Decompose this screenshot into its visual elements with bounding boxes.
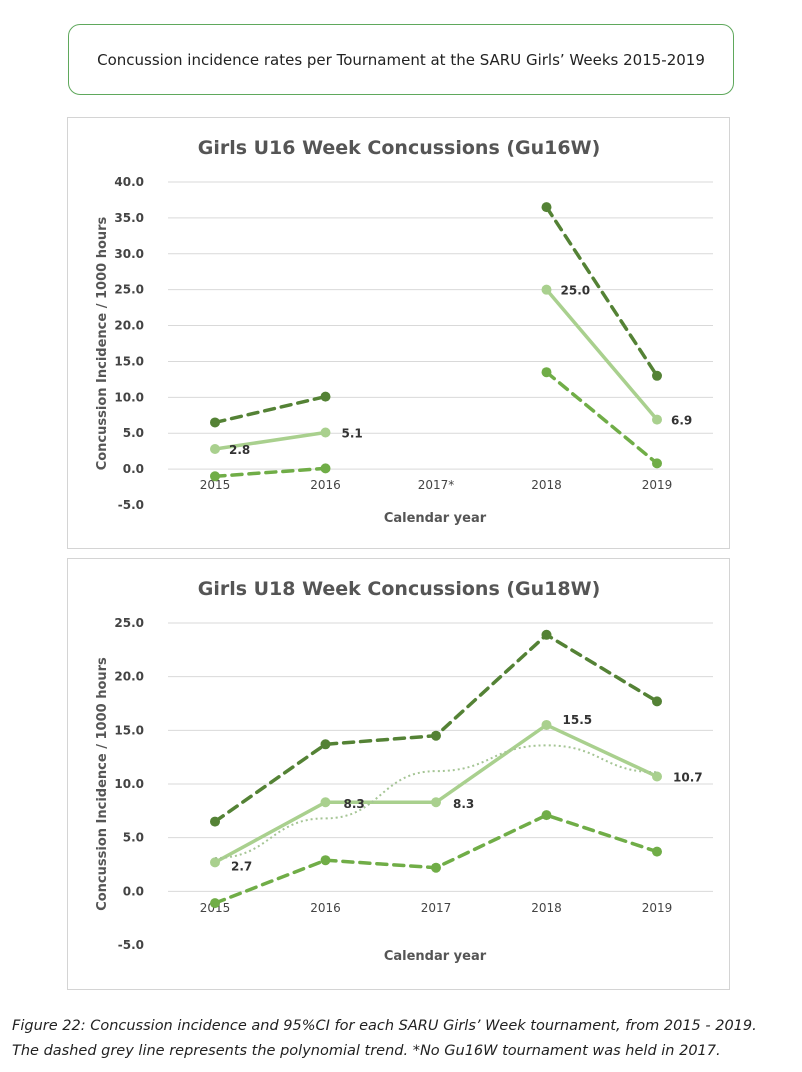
x-tick-label: 2017* (418, 478, 455, 492)
ci-point (541, 629, 552, 640)
data-label: 8.3 (344, 797, 365, 811)
y-tick-label: -5.0 (118, 498, 144, 512)
ci-point (210, 816, 220, 827)
x-tick-label: 2019 (642, 901, 673, 915)
x-tick-label: 2019 (642, 478, 673, 492)
caption-line-1: Figure 22: Concussion incidence and 95%C… (12, 1014, 797, 1039)
x-tick-label: 2016 (310, 478, 341, 492)
y-tick-label: 0.0 (123, 462, 144, 476)
y-axis-title: Concussion Incidence / 1000 hours (95, 657, 110, 911)
y-tick-label: 20.0 (114, 319, 144, 333)
figure-header-box: Concussion incidence rates per Tournamen… (68, 24, 734, 95)
ci-point (320, 463, 331, 474)
incidence-line (213, 722, 659, 865)
incidence-line (213, 430, 328, 451)
ci-line (213, 813, 659, 905)
ci-point (431, 730, 441, 741)
ci-point (320, 391, 331, 402)
caption-figure-label: Figure 22: (12, 1018, 86, 1034)
chart-title: Girls U16 Week Concussions (Gu16W) (198, 137, 601, 159)
y-tick-label: 10.0 (114, 777, 144, 791)
incidence-point (320, 427, 331, 438)
ci-line (213, 394, 328, 425)
y-tick-label: 0.0 (123, 884, 144, 898)
caption-text-1: Concussion incidence and 95%CI for each … (85, 1018, 757, 1034)
data-label: 2.8 (229, 443, 250, 457)
y-tick-label: -5.0 (118, 938, 144, 952)
ci-point (652, 458, 662, 469)
incidence-point (541, 284, 552, 295)
ci-line (213, 632, 659, 824)
data-label: 15.5 (563, 713, 593, 727)
y-tick-label: 5.0 (123, 831, 144, 845)
ci-point (652, 696, 662, 707)
y-tick-label: 10.0 (114, 390, 144, 404)
ci-point (431, 862, 441, 873)
incidence-point (210, 444, 220, 455)
figure-caption: Figure 22: Concussion incidence and 95%C… (12, 1014, 797, 1064)
figure-header-title: Concussion incidence rates per Tournamen… (97, 50, 705, 69)
chart-u16-svg: Girls U16 Week Concussions (Gu16W) -5.0 0.… (95, 137, 713, 526)
data-label: 10.7 (673, 770, 703, 784)
ci-line (213, 466, 328, 479)
ci-point (541, 202, 552, 213)
ci-line (544, 205, 659, 378)
ci-point (652, 370, 662, 381)
data-label: 5.1 (342, 427, 363, 441)
x-axis-title: Calendar year (384, 511, 487, 526)
data-label: 8.3 (453, 797, 474, 811)
x-tick-label: 2018 (531, 478, 562, 492)
incidence-point (652, 414, 662, 425)
y-tick-label: 20.0 (114, 670, 144, 684)
y-tick-label: 25.0 (114, 283, 144, 297)
incidence-point (320, 797, 331, 808)
incidence-point (652, 771, 662, 782)
x-tick-label: 2018 (531, 901, 562, 915)
x-tick-label: 2016 (310, 901, 341, 915)
y-tick-label: 5.0 (123, 426, 144, 440)
ci-point (541, 367, 552, 378)
chart-u18-svg: Girls U18 Week Concussions (Gu18W) -5.0 0.… (95, 578, 713, 964)
x-axis-title: Calendar year (384, 949, 487, 964)
y-tick-label: 15.0 (114, 354, 144, 368)
data-label: 6.9 (671, 414, 692, 428)
ci-point (541, 810, 552, 821)
data-label: 25.0 (561, 284, 591, 298)
y-tick-label: 35.0 (114, 211, 144, 225)
incidence-point (431, 797, 441, 808)
ci-point (210, 471, 220, 482)
data-label: 2.7 (231, 859, 252, 873)
y-tick-label: 25.0 (114, 616, 144, 630)
y-axis-title: Concussion Incidence / 1000 hours (95, 216, 110, 470)
y-tick-label: 15.0 (114, 723, 144, 737)
x-tick-label: 2017 (421, 901, 452, 915)
chart-panel-u18: Girls U18 Week Concussions (Gu18W) -5.0 0.… (67, 558, 730, 990)
incidence-point (541, 719, 552, 730)
ci-point (320, 855, 331, 866)
ci-point (210, 417, 220, 428)
ci-point (652, 846, 662, 857)
chart-panel-u16: Girls U16 Week Concussions (Gu16W) -5.0 0.… (67, 117, 730, 549)
ci-point (320, 739, 331, 750)
chart-title: Girls U18 Week Concussions (Gu18W) (198, 578, 601, 600)
incidence-point (210, 857, 220, 868)
y-tick-label: 30.0 (114, 247, 144, 261)
incidence-line (544, 287, 659, 422)
y-tick-label: 40.0 (114, 175, 144, 189)
ci-line (544, 370, 659, 466)
caption-line-2: The dashed grey line represents the poly… (12, 1043, 721, 1059)
ci-point (210, 898, 220, 909)
x-tick-label: 2015 (200, 478, 231, 492)
